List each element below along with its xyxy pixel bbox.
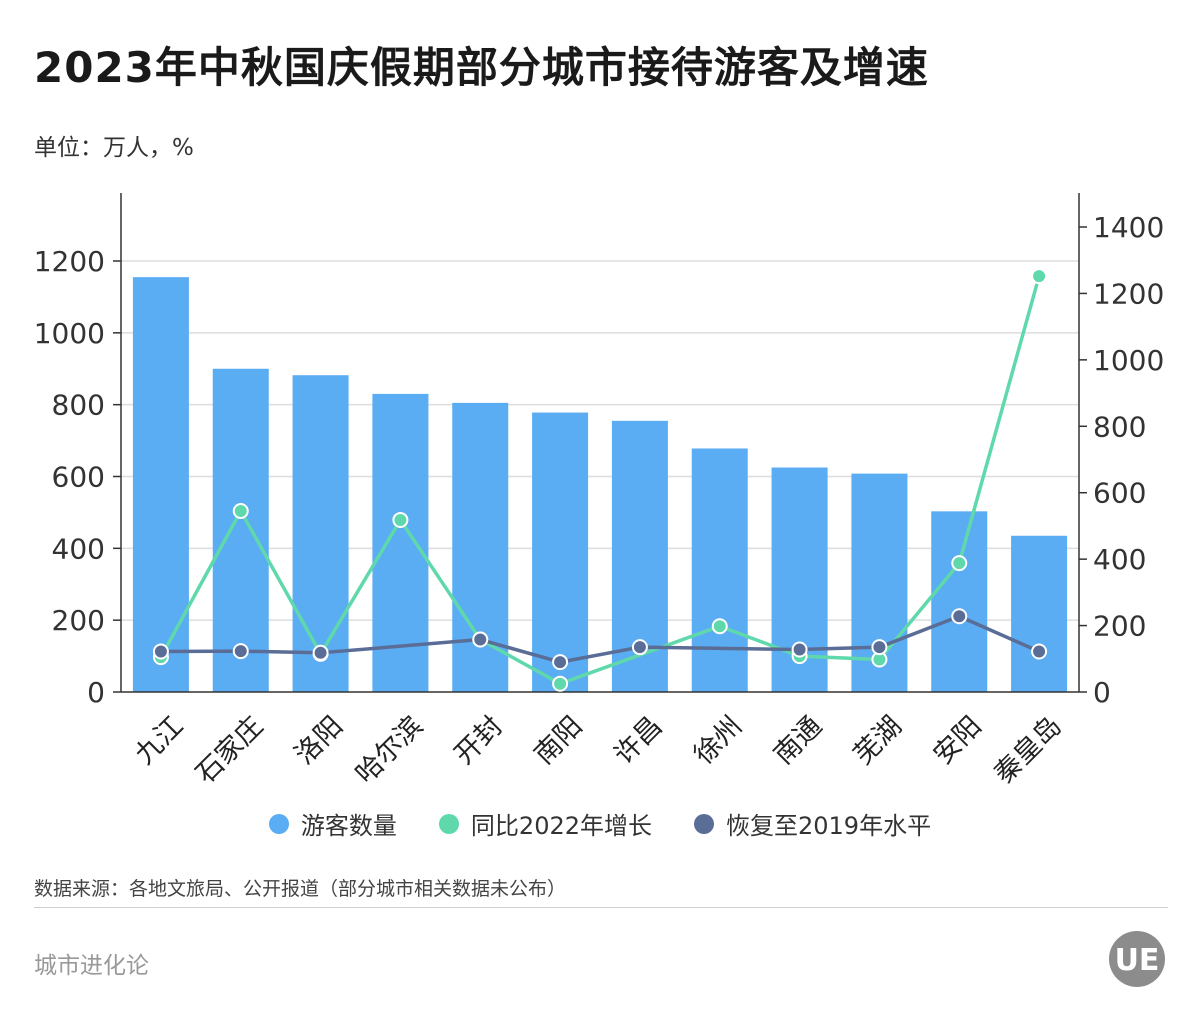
growth-point (1031, 268, 1048, 285)
bar (1011, 535, 1068, 692)
category-label: 徐州 (688, 711, 748, 771)
bar (931, 511, 988, 692)
recovery-point (631, 639, 648, 656)
growth-point (711, 618, 728, 635)
legend-label-visitors: 游客数量 (300, 812, 397, 840)
category-label: 秦皇岛 (988, 711, 1067, 790)
right-tick-label: 600 (1093, 477, 1146, 510)
left-tick-label: 800 (52, 389, 105, 422)
legend-swatch-recovery (694, 813, 714, 834)
growth-point (392, 511, 409, 528)
recovery-point (871, 639, 888, 656)
legend-label-recovery: 恢复至2019年水平 (726, 812, 932, 840)
legend-item-growth: 同比2022年增长 (438, 806, 652, 841)
right-tick-label: 1000 (1093, 344, 1164, 377)
right-tick-label: 800 (1093, 410, 1146, 443)
category-label: 开封 (449, 711, 509, 771)
recovery-point (472, 631, 489, 648)
bar (132, 277, 189, 692)
data-source: 数据来源：各地文旅局、公开报道（部分城市相关数据未公布） (34, 878, 567, 900)
chart-title: 2023年中秋国庆假期部分城市接待游客及增速 (34, 43, 929, 92)
category-label: 哈尔滨 (350, 711, 429, 790)
left-tick-label: 200 (52, 604, 105, 637)
bar (691, 448, 748, 692)
bar (292, 375, 349, 692)
recovery-point (1031, 643, 1048, 660)
left-tick-label: 600 (52, 461, 105, 494)
logo-text: UE (1115, 943, 1160, 978)
category-label: 南通 (768, 711, 828, 771)
category-label: 南阳 (529, 711, 589, 771)
combo-chart: 0 200 400 600 800 1000 1200 0 200 400 600 800 1000 12… (34, 193, 1164, 790)
recovery-point (552, 654, 569, 671)
legend-item-visitors: 游客数量 (268, 806, 397, 841)
brand-name: 城市进化论 (34, 953, 149, 979)
legend-swatch-growth (438, 813, 459, 834)
legend-label-growth: 同比2022年增长 (470, 812, 652, 840)
recovery-line (160, 614, 1040, 664)
legend: 游客数量 同比2022年增长 恢复至2019年水平 (0, 806, 1200, 841)
bar (212, 368, 269, 692)
left-tick-label: 1200 (34, 245, 105, 278)
bar (372, 393, 429, 692)
left-tick-label: 400 (52, 532, 105, 565)
right-tick-label: 400 (1093, 543, 1146, 576)
legend-swatch-visitors (268, 813, 289, 834)
growth-point (232, 502, 249, 519)
growth-point (951, 555, 968, 572)
recovery-point (951, 608, 968, 625)
left-tick-label: 1000 (34, 317, 105, 350)
recovery-point (152, 643, 169, 660)
recovery-point (791, 641, 808, 658)
footer-divider (34, 907, 1168, 908)
bar (532, 412, 589, 692)
category-label: 芜湖 (848, 711, 908, 771)
recovery-point (232, 643, 249, 660)
category-label: 石家庄 (190, 711, 269, 790)
category-label: 九江 (129, 711, 189, 771)
recovery-point (312, 644, 329, 661)
right-tick-label: 0 (1093, 676, 1111, 709)
right-tick-label: 1200 (1093, 277, 1164, 310)
right-tick-label: 1400 (1093, 211, 1164, 244)
growth-point (552, 675, 569, 692)
right-tick-label: 200 (1093, 610, 1146, 643)
brand-logo: UE (1109, 931, 1165, 987)
category-label: 洛阳 (289, 711, 349, 771)
left-tick-label: 0 (87, 676, 105, 709)
unit-label: 单位：万人，% (34, 135, 194, 161)
category-label: 安阳 (928, 711, 988, 771)
legend-item-recovery: 恢复至2019年水平 (694, 806, 931, 841)
category-label: 许昌 (608, 711, 668, 771)
